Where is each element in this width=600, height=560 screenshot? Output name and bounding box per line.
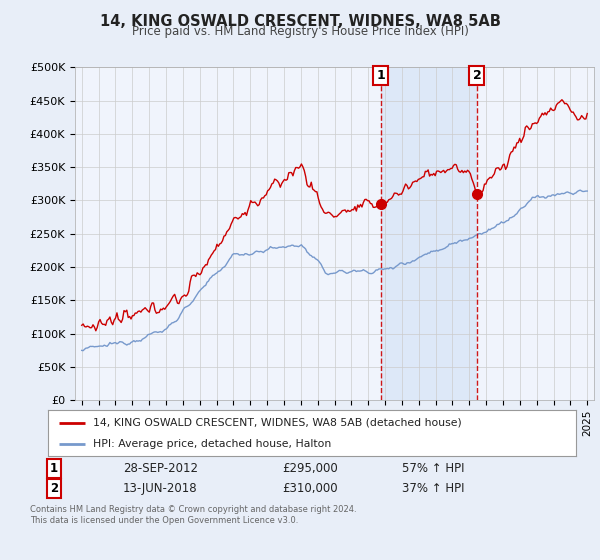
Text: 37% ↑ HPI: 37% ↑ HPI [402,482,464,495]
Text: 1: 1 [50,462,58,475]
Text: Price paid vs. HM Land Registry's House Price Index (HPI): Price paid vs. HM Land Registry's House … [131,25,469,38]
Text: 1: 1 [376,69,385,82]
Text: 57% ↑ HPI: 57% ↑ HPI [402,462,464,475]
Text: 2: 2 [473,69,481,82]
Text: HPI: Average price, detached house, Halton: HPI: Average price, detached house, Halt… [93,439,331,449]
Text: 14, KING OSWALD CRESCENT, WIDNES, WA8 5AB (detached house): 14, KING OSWALD CRESCENT, WIDNES, WA8 5A… [93,418,461,428]
Text: 2: 2 [50,482,58,495]
Text: £295,000: £295,000 [282,462,338,475]
Text: 28-SEP-2012: 28-SEP-2012 [123,462,198,475]
Text: £310,000: £310,000 [282,482,338,495]
Text: 13-JUN-2018: 13-JUN-2018 [123,482,197,495]
Text: 14, KING OSWALD CRESCENT, WIDNES, WA8 5AB: 14, KING OSWALD CRESCENT, WIDNES, WA8 5A… [100,14,500,29]
Bar [381,67,477,400]
Text: Contains HM Land Registry data © Crown copyright and database right 2024.
This d: Contains HM Land Registry data © Crown c… [30,505,356,525]
